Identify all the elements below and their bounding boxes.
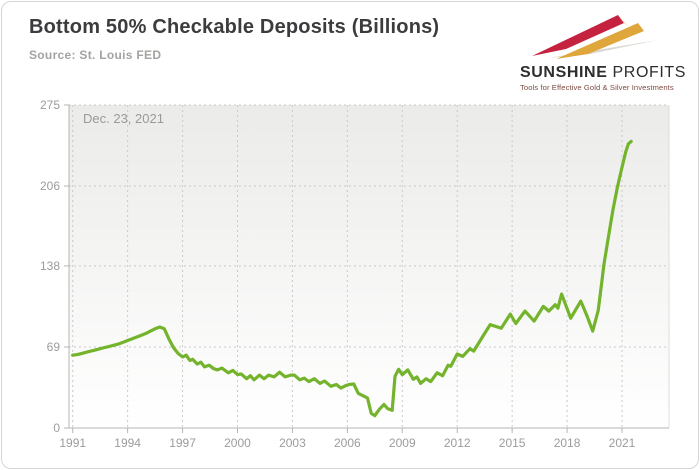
deposits-data-line <box>71 139 633 418</box>
x-axis-tick-label: 2021 <box>609 436 636 450</box>
logo-tagline: Tools for Effective Gold & Silver Invest… <box>520 83 674 92</box>
x-axis-tick-label: 2015 <box>499 436 526 450</box>
x-axis-tick-label: 2006 <box>334 436 361 450</box>
date-annotation: Dec. 23, 2021 <box>83 111 164 126</box>
plot-area <box>69 105 669 428</box>
logo-highlight-shape <box>618 15 630 28</box>
x-axis-tick-label: 1997 <box>169 436 196 450</box>
y-axis-tick-label: 275 <box>40 98 60 112</box>
page-title: Bottom 50% Checkable Deposits (Billions) <box>29 16 440 38</box>
y-axis-tick-label: 69 <box>47 340 61 354</box>
logo-arrows-icon <box>532 15 658 59</box>
x-axis-tick-label: 2009 <box>389 436 416 450</box>
logo-word-sunshine: SUNSHINE <box>520 64 608 81</box>
x-axis-tick-label: 2012 <box>444 436 471 450</box>
y-axis-tick-label: 206 <box>40 179 60 193</box>
x-axis-tick-label: 1994 <box>114 436 141 450</box>
logo-gold-arrow <box>556 23 644 59</box>
logo-wordmark: SUNSHINE PROFITS <box>520 64 685 82</box>
x-axis-tick-label: 2018 <box>554 436 581 450</box>
x-axis-tick-label: 1991 <box>59 436 86 450</box>
logo-red-arrow <box>532 15 624 56</box>
x-axis-tick-label: 2000 <box>224 436 251 450</box>
sunshine-profits-logo: SUNSHINE PROFITS Tools for Effective Gol… <box>520 14 685 92</box>
x-axis-tick-label: 2003 <box>279 436 306 450</box>
chart-source-label: Source: St. Louis FED <box>29 48 162 62</box>
logo-word-profits: PROFITS <box>612 64 687 81</box>
y-axis-tick-label: 138 <box>40 259 60 273</box>
y-axis-tick-label: 0 <box>53 421 60 435</box>
